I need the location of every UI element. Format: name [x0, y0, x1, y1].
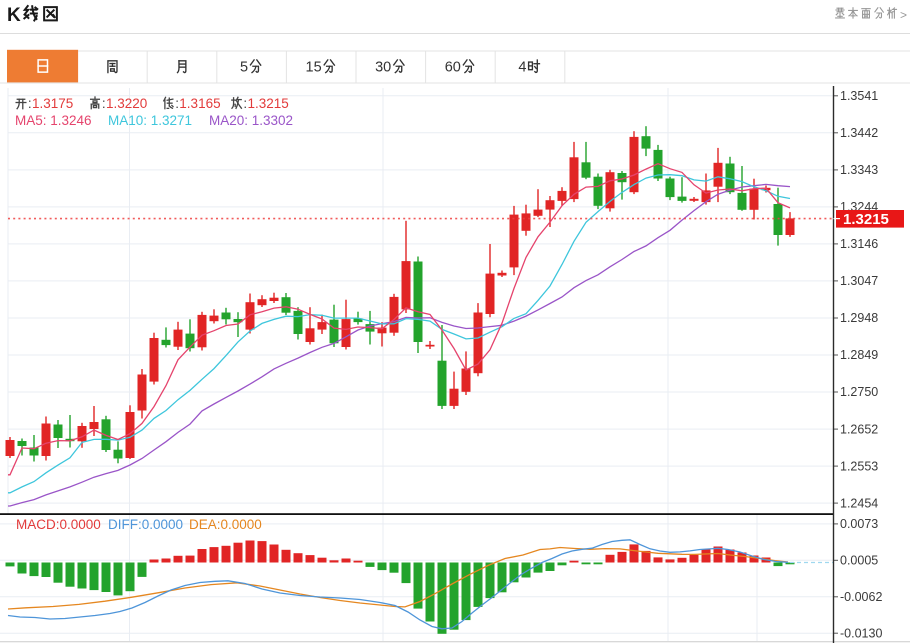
svg-text:1.2849: 1.2849	[840, 348, 878, 362]
svg-text:1.2652: 1.2652	[840, 422, 878, 436]
svg-text:1.3220: 1.3220	[106, 96, 147, 111]
svg-text:15: 15	[306, 60, 322, 76]
svg-text:1.3215: 1.3215	[843, 211, 889, 228]
svg-text:1.3165: 1.3165	[179, 96, 220, 111]
svg-text::: :	[28, 96, 32, 111]
svg-text:0.0073: 0.0073	[840, 517, 878, 531]
svg-text:1.2553: 1.2553	[840, 459, 878, 473]
svg-text:1.3343: 1.3343	[840, 163, 878, 177]
svg-text:0.0005: 0.0005	[840, 554, 878, 568]
svg-text:1.3146: 1.3146	[840, 237, 878, 251]
svg-text:-0.0130: -0.0130	[840, 626, 882, 640]
svg-text:1.2750: 1.2750	[840, 385, 878, 399]
svg-text::: :	[102, 96, 106, 111]
svg-text:1.3047: 1.3047	[840, 274, 878, 288]
svg-text:DEA:0.0000: DEA:0.0000	[189, 517, 262, 532]
svg-text:60: 60	[445, 60, 461, 76]
svg-text:30: 30	[375, 60, 391, 76]
svg-text:1.3541: 1.3541	[840, 89, 878, 103]
svg-text:1.3442: 1.3442	[840, 126, 878, 140]
svg-text:-0.0062: -0.0062	[840, 590, 882, 604]
svg-text:MA5: 1.3246: MA5: 1.3246	[15, 113, 92, 128]
svg-text:MA20: 1.3302: MA20: 1.3302	[209, 113, 293, 128]
svg-text:DIFF:0.0000: DIFF:0.0000	[108, 517, 183, 532]
svg-text:>: >	[900, 8, 907, 22]
svg-text:1.3175: 1.3175	[32, 96, 73, 111]
svg-text:4: 4	[518, 60, 526, 76]
svg-text:MACD:0.0000: MACD:0.0000	[16, 517, 101, 532]
svg-text::: :	[243, 96, 247, 111]
svg-text::: :	[175, 96, 179, 111]
svg-text:1.2454: 1.2454	[840, 496, 878, 510]
svg-text:1.2948: 1.2948	[840, 311, 878, 325]
svg-text:K: K	[7, 5, 21, 26]
svg-text:MA10: 1.3271: MA10: 1.3271	[108, 113, 192, 128]
svg-text:1.3215: 1.3215	[248, 96, 289, 111]
svg-text:5: 5	[240, 60, 248, 76]
